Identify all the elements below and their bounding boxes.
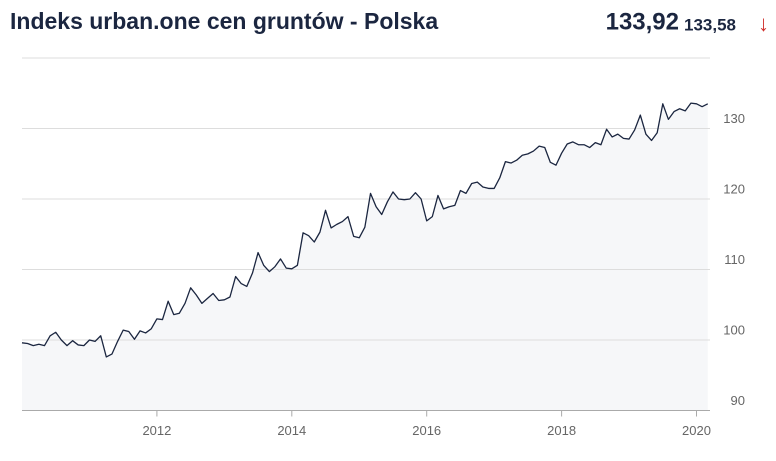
x-tick-label: 2014 xyxy=(277,423,306,438)
line xyxy=(21,102,709,358)
y-tick-label: 110 xyxy=(724,252,745,267)
x-tick-label: 2018 xyxy=(547,423,576,438)
y-tick-label: 90 xyxy=(731,393,745,408)
current-value: 133,92 xyxy=(606,8,679,35)
x-tick-label: 2016 xyxy=(412,423,441,438)
y-tick-label: 130 xyxy=(723,111,745,126)
x-tick-label: 2020 xyxy=(682,423,711,438)
title: Indeks urban.one cen gruntów - Polska xyxy=(10,8,438,34)
y-tick-label: 100 xyxy=(723,322,745,337)
trend-arrow: ↓ xyxy=(758,11,769,36)
previous-value: 133,58 xyxy=(684,15,736,34)
area xyxy=(22,103,708,411)
x-tick-label: 2012 xyxy=(142,423,171,438)
y-tick-label: 120 xyxy=(723,181,745,196)
